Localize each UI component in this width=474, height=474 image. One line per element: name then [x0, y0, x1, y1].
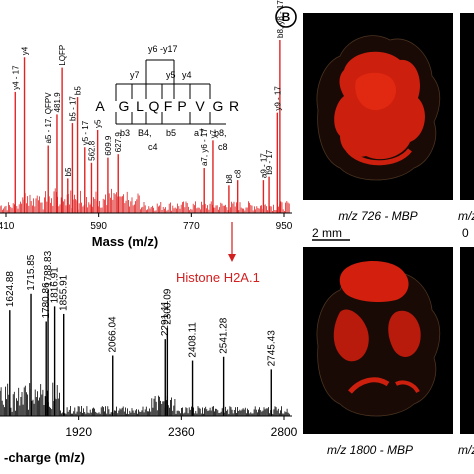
upper-fragment-label: y7: [130, 70, 140, 80]
lower-fragment-label: B4,: [138, 128, 152, 138]
bottom-x-tick-label: 1920: [65, 425, 92, 439]
lower-fragment-label: b3: [120, 128, 130, 138]
bottom-x-tick-label: 2360: [168, 425, 195, 439]
bottom-peak-label: 1788.83: [43, 250, 54, 287]
lower-fragment-label-2: c4: [148, 142, 158, 152]
histone-annotation: Histone H2A.1: [176, 222, 260, 285]
top-peak-label: a9 - 17: [259, 153, 268, 178]
upper-fragment-label: y5: [166, 70, 176, 80]
top-peak-label: b5: [64, 167, 73, 176]
top-peak-label: 609.9: [104, 135, 113, 156]
top-peak-label: y5: [94, 119, 103, 128]
top-peak-label: c8: [234, 169, 243, 178]
bottom-noise-baseline: [0, 382, 290, 416]
top-peak-label: b8, y8 - 17: [276, 0, 285, 38]
upper-fragment-label: y4: [182, 70, 192, 80]
top-peak-label: 481.9: [53, 92, 62, 113]
sequence-residue: G: [119, 98, 130, 114]
lower-fragment-label-2: c8: [218, 142, 228, 152]
top-x-tick-label: 770: [183, 221, 200, 232]
upper-fragment-label: y6 -y17: [148, 44, 178, 54]
histone-label: Histone H2A.1: [176, 270, 260, 285]
top-peak-label: b5: [74, 86, 83, 95]
bottom-x-axis-title: -charge (m/z): [4, 450, 85, 465]
image-726-caption: m/z 726 - MBP: [338, 209, 417, 223]
bottom-peak-label: 1816.91: [50, 267, 61, 304]
sequence-residue: F: [164, 98, 173, 114]
edge-caption-top-second: 0: [462, 226, 469, 240]
sequence-residue: G: [213, 98, 224, 114]
bottom-spectrum: 1624.88 1715.85 1780.861788.831816.911855.…: [0, 250, 298, 465]
image-1800-caption: m/z 1800 - MBP: [327, 443, 413, 457]
panel-b-letter: B: [282, 10, 291, 24]
bottom-peak-label: 1715.85: [26, 254, 37, 291]
top-peaks: [14, 40, 281, 213]
bottom-peak-label: 1855.91: [59, 274, 70, 311]
top-peak-label: y5 - 17: [81, 120, 90, 145]
bottom-x-tick-label: 2800: [271, 425, 298, 439]
lower-fragment-label: b8,: [214, 128, 227, 138]
bottom-peak-label: 2408.11: [188, 322, 199, 358]
top-x-tick-label: 590: [90, 221, 107, 232]
panel-b: B m/z 726 - MBP m/z 2 mm 0 m/z 1800 - MB…: [275, 6, 474, 457]
bottom-peak-label: 2291.11: [160, 300, 171, 336]
bottom-peak-label: 1624.88: [5, 271, 16, 308]
top-peak-label: y4: [21, 46, 30, 55]
sequence-residue: R: [229, 98, 239, 114]
brain-section-726: [316, 35, 441, 181]
top-peak-label: b5 - 17: [68, 96, 77, 121]
top-peak-label: LQFP: [58, 45, 67, 66]
bottom-peak-label: 2300.09: [162, 288, 173, 325]
bottom-peaks: [9, 290, 272, 416]
top-peak-label: b8: [225, 174, 234, 183]
scale-bar-label: 2 mm: [312, 226, 342, 240]
sequence-residue: Q: [149, 98, 160, 114]
top-x-ticks: 410 590 770 950: [0, 213, 293, 232]
top-x-tick-label: 950: [276, 221, 293, 232]
top-x-tick-label: 410: [0, 221, 15, 232]
ms-image-1800-edge: [460, 247, 474, 434]
sequence-residue: P: [177, 98, 186, 114]
top-peak-label: b9 - 17: [265, 149, 274, 174]
bottom-peak-labels: 1624.88 1715.85 1780.861788.831816.911855.…: [5, 250, 277, 366]
edge-caption-top: m/z: [458, 209, 474, 223]
bottom-peak-label: 2745.43: [266, 330, 277, 367]
bottom-peak-label: 2541.28: [219, 317, 230, 354]
bottom-peak-label: 2066.04: [108, 316, 119, 353]
ms-image-726-edge: [460, 13, 474, 200]
edge-caption-bottom: m/z: [458, 443, 474, 457]
lower-fragment-label: b5: [166, 128, 176, 138]
bottom-x-ticks: 1920 2360 2800: [65, 416, 298, 439]
top-peak-label: 562.8: [87, 140, 96, 161]
top-peak-label: y9 - 17: [273, 86, 282, 111]
sequence-residue: V: [195, 98, 205, 114]
top-noise-baseline: [0, 188, 290, 213]
top-peak-label: a5 - 17, QFPV: [44, 92, 53, 144]
sequence-residue: A: [95, 98, 105, 114]
top-peak-label: y7: [209, 129, 218, 138]
top-x-axis-title: Mass (m/z): [92, 234, 158, 249]
sequence-residue: L: [136, 98, 144, 114]
lower-fragment-label: a7: [194, 128, 204, 138]
top-peak-label: 627.9: [114, 132, 123, 153]
top-peak-label: a7, y6 - 17: [200, 128, 209, 166]
brain-section-1800: [316, 261, 441, 417]
top-peak-label: y4 - 17: [11, 65, 20, 90]
bottom-peak-label: 1780.86: [41, 282, 52, 319]
